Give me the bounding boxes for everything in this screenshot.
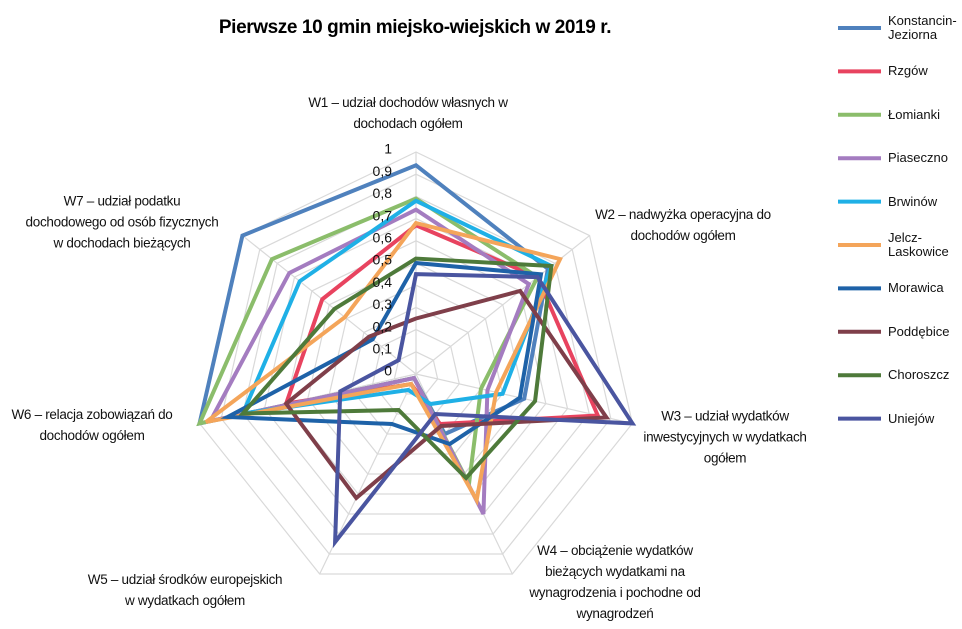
legend-label: Łomianki <box>888 106 941 122</box>
axis-label: W5 – udział środków europejskich w wydat… <box>87 572 283 608</box>
r-tick-label: 0,6 <box>373 230 393 246</box>
axis-label: W1 – udział dochodów własnych w dochodac… <box>308 95 508 131</box>
r-tick-label: 0,1 <box>373 341 393 357</box>
r-tick-label: 0,5 <box>373 252 393 268</box>
axis-label: W6 – relacja zobowiązań do dochodów ogół… <box>11 407 173 443</box>
legend-label: Poddębice <box>888 323 950 339</box>
r-tick-label: 0 <box>384 363 392 379</box>
axis-label: W7 – udział podatku dochodowego od osób … <box>25 193 219 251</box>
series-line <box>206 207 532 515</box>
r-tick-label: 0,8 <box>373 185 393 201</box>
chart-title: Pierwsze 10 gmin miejsko-wiejskich w 201… <box>218 17 612 38</box>
r-tick-label: 0,3 <box>373 296 393 312</box>
r-tick-label: 1 <box>384 141 392 157</box>
legend-label: Rzgów <box>888 63 928 79</box>
axis-label: W3 – udział wydatków inwestycyjnych w wy… <box>643 408 807 466</box>
legend-label: Jelcz- Laskowice <box>888 230 949 259</box>
grid-line <box>242 195 590 535</box>
series-line <box>332 272 637 549</box>
grid-line <box>220 173 612 555</box>
legend-label: Morawica <box>888 280 944 296</box>
axis-label: W4 – obciążenie wydatków bieżących wydat… <box>529 543 701 621</box>
grid-line <box>285 240 547 495</box>
legend-label: Choroszcz <box>888 367 950 383</box>
r-tick-label: 0,7 <box>373 207 393 223</box>
legend-label: Piaseczno <box>888 150 948 166</box>
legend-label: Konstancin- Jeziorna <box>888 13 957 42</box>
axis-label: W2 – nadwyżka operacyjna do dochodów ogó… <box>595 207 771 243</box>
r-tick-label: 0,4 <box>373 274 393 290</box>
legend-label: Brwinów <box>888 193 938 209</box>
series-line <box>238 256 554 481</box>
grid-line <box>328 284 504 455</box>
r-tick-label: 0,2 <box>373 318 393 334</box>
legend-label: Uniejów <box>888 410 935 426</box>
grid-line <box>372 328 460 415</box>
r-tick-label: 0,9 <box>373 163 393 179</box>
